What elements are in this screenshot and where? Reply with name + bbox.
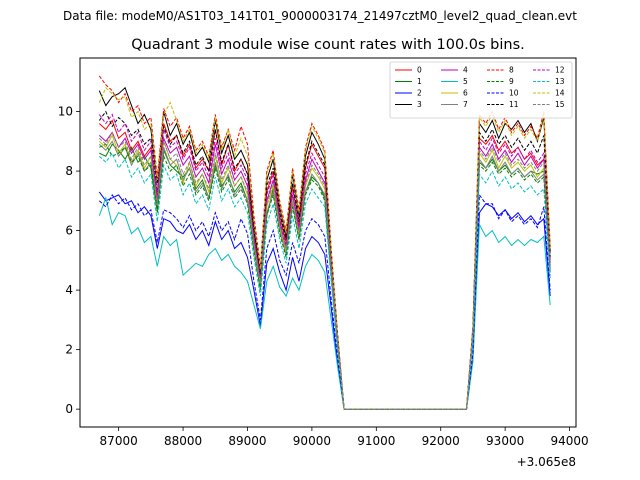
- y-tick-label: 4: [65, 283, 73, 297]
- series-line-12: [98, 113, 551, 410]
- y-axis: 0 2 4 6 8 10: [58, 105, 80, 416]
- x-tick-label: 91000: [357, 434, 395, 448]
- x-tick-label: 90000: [293, 434, 331, 448]
- chart-title: Quadrant 3 module wise count rates with …: [131, 37, 525, 53]
- series-line-5: [98, 196, 551, 410]
- x-tick-label: 89000: [228, 434, 266, 448]
- legend-label-6: 6: [463, 89, 468, 98]
- x-tick-label: 93000: [486, 434, 524, 448]
- x-tick-label: 94000: [550, 434, 588, 448]
- legend-label-14: 14: [555, 89, 565, 98]
- x-tick-label: 92000: [422, 434, 460, 448]
- legend-label-4: 4: [463, 66, 468, 75]
- series-line-7: [98, 140, 551, 410]
- legend-label-8: 8: [509, 66, 514, 75]
- x-tick-label: 88000: [164, 434, 202, 448]
- x-tick-label: 87000: [100, 434, 138, 448]
- series-line-13: [98, 152, 551, 410]
- axes-frame: [79, 57, 577, 428]
- legend-label-5: 5: [463, 77, 468, 86]
- legend-label-3: 3: [417, 100, 422, 109]
- legend-label-15: 15: [555, 100, 565, 109]
- legend-label-13: 13: [555, 77, 565, 86]
- legend-label-12: 12: [555, 66, 565, 75]
- x-axis-offset-label: +3.065e8: [517, 455, 576, 469]
- plot-area: 87000 88000 89000 90000 91000 92000 93000 94000…: [58, 57, 589, 469]
- series-line-9: [99, 143, 551, 410]
- legend-label-10: 10: [509, 89, 519, 98]
- y-tick-label: 0: [65, 402, 73, 416]
- legend-label-2: 2: [417, 89, 422, 98]
- series-line-4: [98, 131, 551, 410]
- series-layer: [98, 75, 551, 410]
- y-tick-label: 10: [58, 105, 73, 119]
- legend-label-9: 9: [509, 77, 514, 86]
- legend-box: [389, 61, 573, 119]
- series-line-14: [98, 86, 551, 410]
- legend-label-11: 11: [509, 100, 519, 109]
- series-line-15: [98, 131, 551, 410]
- x-axis: 87000 88000 89000 90000 91000 92000 93000 94000: [100, 427, 589, 448]
- chart-suptitle: Data file: modeM0/AS1T03_141T01_90000031…: [63, 9, 577, 23]
- legend-label-0: 0: [417, 66, 422, 75]
- y-tick-label: 6: [65, 224, 73, 238]
- y-tick-label: 8: [65, 164, 73, 178]
- legend-label-7: 7: [463, 100, 468, 109]
- legend-label-1: 1: [417, 77, 422, 86]
- y-tick-label: 2: [65, 343, 73, 357]
- series-line-10: [98, 193, 551, 410]
